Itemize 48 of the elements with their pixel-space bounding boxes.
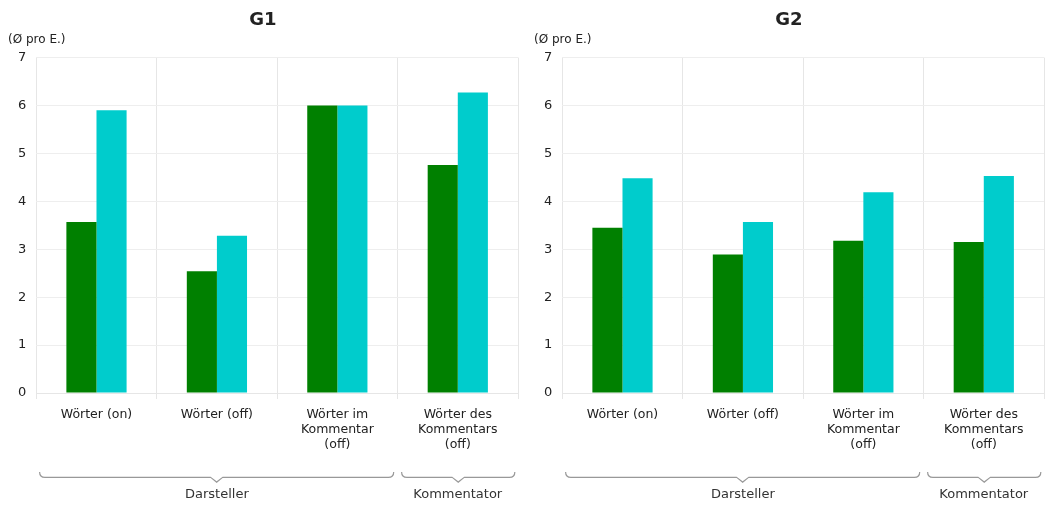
x-tick-label: Wörter (on) <box>60 405 133 421</box>
bar <box>592 227 623 393</box>
chart-title: G1 <box>249 8 277 30</box>
y-tick-label: 2 <box>17 288 27 304</box>
text: Darsteller <box>711 486 775 501</box>
x-tick-label: Wörter im Kommentar (off) <box>826 405 901 451</box>
bar <box>307 105 338 393</box>
y-tick-label: 4 <box>543 192 553 208</box>
text: Kommentator <box>939 486 1029 501</box>
bar <box>186 271 217 393</box>
x-tick-label: Wörter (on) <box>586 405 659 421</box>
y-tick-label: 7 <box>543 48 553 64</box>
y-tick-label: 1 <box>17 336 27 352</box>
x-tick-label: Wörter (off) <box>180 405 253 421</box>
y-tick-label: 1 <box>543 336 553 352</box>
bar <box>833 240 864 393</box>
y-tick-label: 2 <box>543 288 553 304</box>
x-tick-label: Wörter des Kommentars (off) <box>944 405 1024 451</box>
y-tick-label: 0 <box>543 384 553 400</box>
bar <box>216 235 248 393</box>
y-tick-label: 5 <box>17 144 27 160</box>
y-tick-label: 3 <box>543 240 553 256</box>
y-tick-label: 7 <box>17 48 27 64</box>
y-tick-label: 0 <box>17 384 27 400</box>
x-tick-label: Wörter (off) <box>706 405 779 421</box>
x-tick-label: Wörter des Kommentars (off) <box>418 405 498 451</box>
y-axis-title: (Ø pro E.) <box>8 31 66 46</box>
y-tick-label: 3 <box>17 240 27 256</box>
y-tick-label: 5 <box>543 144 553 160</box>
bar <box>863 192 894 393</box>
chart-title: G2 <box>775 8 803 30</box>
y-tick-label: 6 <box>543 96 553 112</box>
y-tick-label: 4 <box>17 192 27 208</box>
bar <box>742 221 774 393</box>
bar <box>622 178 653 393</box>
x-tick-label: Wörter im Kommentar (off) <box>300 405 375 451</box>
bar <box>983 175 1014 393</box>
y-axis-title: (Ø pro E.) <box>534 31 592 46</box>
bar <box>337 105 368 393</box>
bar <box>457 92 488 393</box>
bar <box>66 221 97 393</box>
bar <box>953 242 984 393</box>
text: Kommentator <box>413 486 503 501</box>
bar <box>427 164 458 393</box>
bar <box>712 254 743 393</box>
y-tick-label: 6 <box>17 96 27 112</box>
bar <box>96 110 127 393</box>
text: Darsteller <box>185 486 249 501</box>
